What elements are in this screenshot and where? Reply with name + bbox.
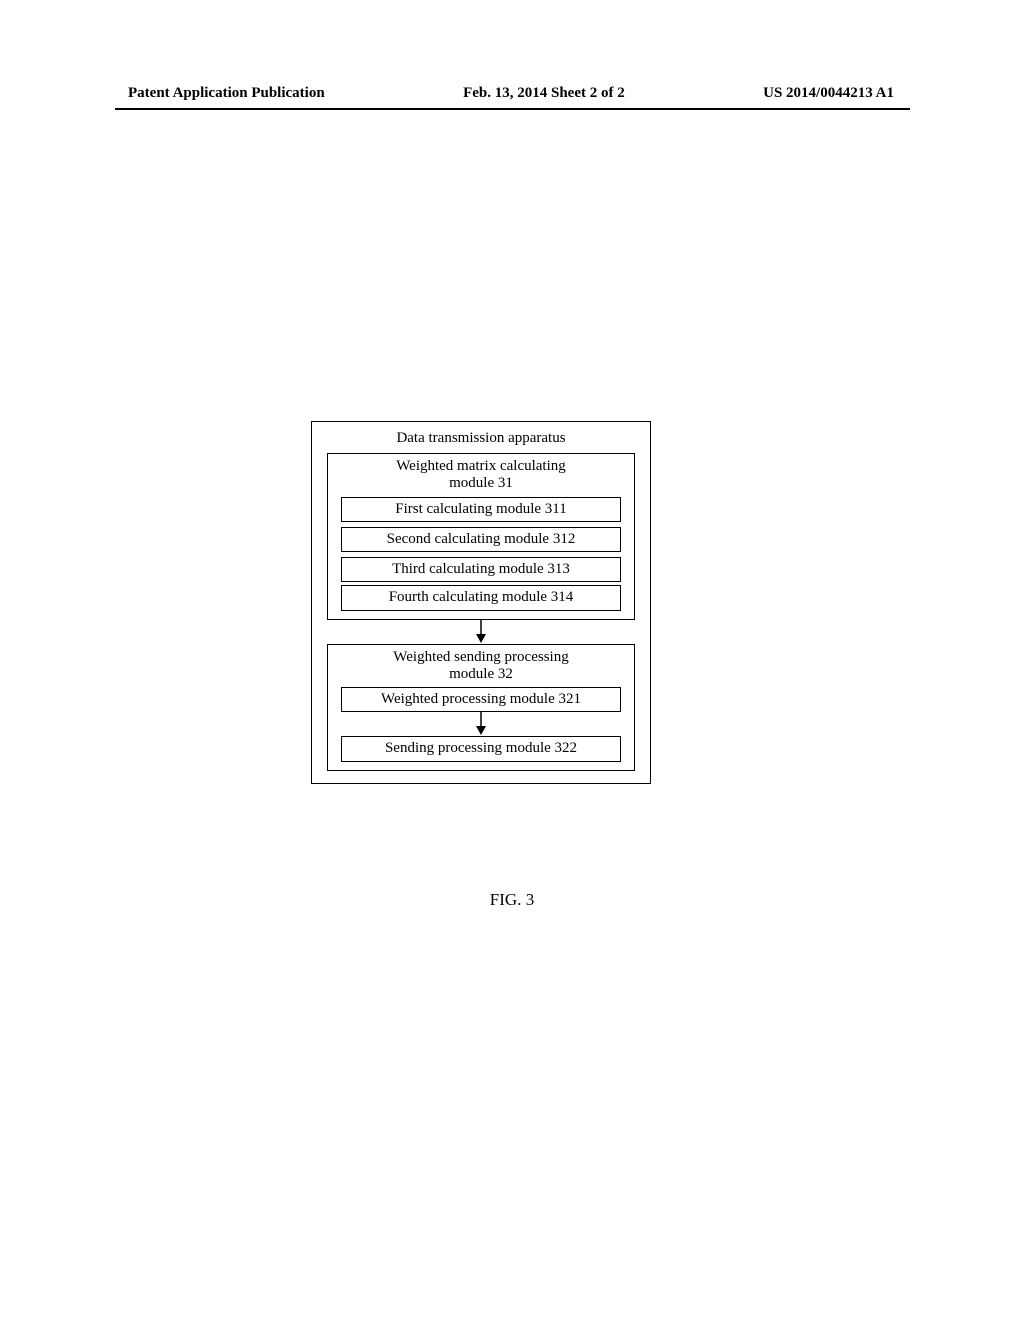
- module-32-title-line1: Weighted sending processing: [393, 649, 568, 665]
- arrow-321-to-322: [336, 712, 626, 736]
- module-31: Weighted matrix calculating module 31 Fi…: [327, 453, 635, 620]
- module-31-title-line2: module 31: [449, 475, 513, 491]
- figure-label: FIG. 3: [0, 890, 1024, 910]
- sub-322: Sending processing module 322: [341, 736, 621, 761]
- header-left: Patent Application Publication: [128, 85, 325, 102]
- header-rule: [115, 108, 910, 110]
- module-32-title-line2: module 32: [449, 666, 513, 682]
- outer-box: Data transmission apparatus Weighted mat…: [311, 421, 651, 784]
- sub-314: Fourth calculating module 314: [341, 585, 621, 610]
- sub-311: First calculating module 311: [341, 497, 621, 522]
- module-32-title: Weighted sending processing module 32: [336, 649, 626, 684]
- module-32: Weighted sending processing module 32 We…: [327, 644, 635, 771]
- sub-321: Weighted processing module 321: [341, 687, 621, 712]
- module-31-title: Weighted matrix calculating module 31: [336, 458, 626, 493]
- header-right: US 2014/0044213 A1: [763, 85, 894, 102]
- arrow-31-to-32: [322, 620, 640, 644]
- sub-313: Third calculating module 313: [341, 557, 621, 582]
- module-31-title-line1: Weighted matrix calculating: [396, 458, 566, 474]
- diagram: Data transmission apparatus Weighted mat…: [311, 421, 651, 784]
- sub-312: Second calculating module 312: [341, 527, 621, 552]
- header-center: Feb. 13, 2014 Sheet 2 of 2: [463, 85, 625, 102]
- page-header: Patent Application Publication Feb. 13, …: [0, 85, 1024, 102]
- outer-title: Data transmission apparatus: [322, 430, 640, 447]
